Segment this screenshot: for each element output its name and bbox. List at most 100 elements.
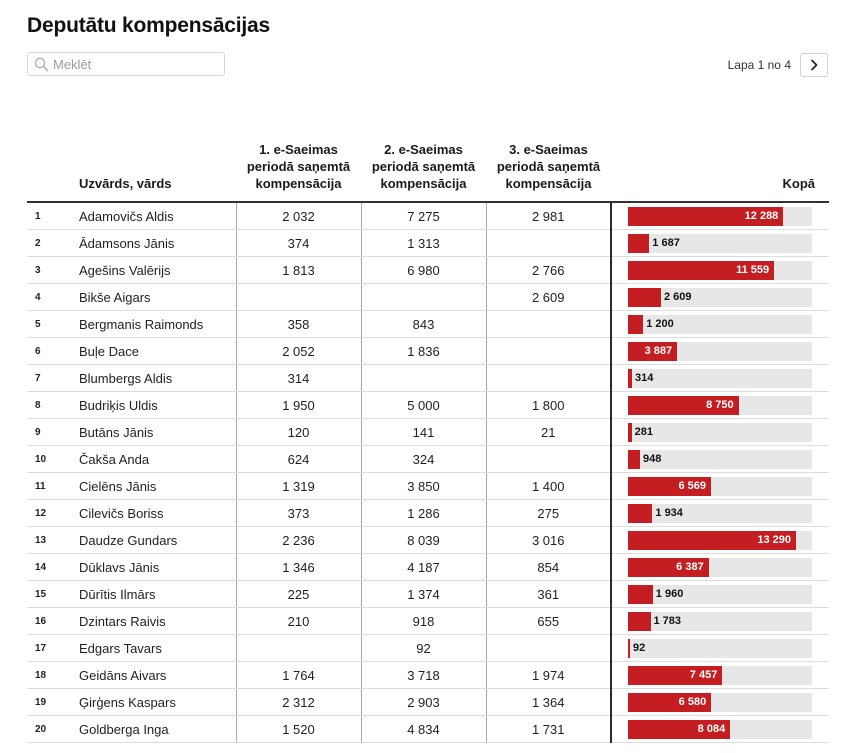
- search-input[interactable]: [53, 56, 213, 72]
- total-cell: 1 960: [610, 580, 829, 608]
- period1-cell: 374: [235, 229, 361, 257]
- header-name[interactable]: Uzvārds, vārds: [69, 104, 236, 203]
- total-bar: [628, 503, 653, 523]
- period1-cell: 358: [235, 310, 361, 338]
- table-row: 14 Dūklavs Jānis 1 346 4 187 854 6 387: [27, 553, 829, 581]
- period3-cell: 2 766: [485, 256, 611, 284]
- total-value: 92: [633, 641, 646, 654]
- table-row: 1 Adamovičs Aldis 2 032 7 275 2 981 12 2…: [27, 202, 829, 230]
- total-bar: [628, 530, 796, 550]
- rank-cell: 9: [27, 418, 69, 446]
- chevron-right-icon: [811, 59, 818, 71]
- rank-cell: 11: [27, 472, 69, 500]
- period2-cell: 5 000: [360, 391, 486, 419]
- period1-cell: 2 032: [235, 202, 361, 230]
- rank-cell: 19: [27, 688, 69, 716]
- total-value: 13 290: [757, 533, 791, 546]
- period2-cell: 1 374: [360, 580, 486, 608]
- next-page-button[interactable]: [800, 53, 828, 77]
- page-title: Deputātu kompensācijas: [27, 14, 271, 37]
- total-bar: [628, 314, 644, 334]
- period2-cell: 1 286: [360, 499, 486, 527]
- total-bar: [628, 341, 678, 361]
- rank-cell: 17: [27, 634, 69, 662]
- table-row: 13 Daudze Gundars 2 236 8 039 3 016 13 2…: [27, 526, 829, 554]
- table-row: 12 Cilevičs Boriss 373 1 286 275 1 934: [27, 499, 829, 527]
- period3-cell: 3 016: [485, 526, 611, 554]
- name-cell: Agešins Valērijs: [69, 256, 236, 284]
- table-row: 20 Goldberga Inga 1 520 4 834 1 731 8 08…: [27, 715, 829, 743]
- total-cell: 8 750: [610, 391, 829, 419]
- name-cell: Dūrītis Ilmārs: [69, 580, 236, 608]
- period3-cell: [485, 445, 611, 473]
- table-row: 8 Budriķis Uldis 1 950 5 000 1 800 8 750: [27, 391, 829, 419]
- period1-cell: 120: [235, 418, 361, 446]
- compensation-table: Uzvārds, vārds 1. e-Saeimas periodā saņe…: [27, 104, 829, 743]
- search-box[interactable]: [27, 52, 225, 76]
- total-value: 11 559: [736, 263, 770, 276]
- header-period2[interactable]: 2. e-Saeimas periodā saņemtā kompensācij…: [361, 104, 486, 203]
- period1-cell: 225: [235, 580, 361, 608]
- total-cell: 6 580: [610, 688, 829, 716]
- total-cell: 948: [610, 445, 829, 473]
- total-bar: [628, 611, 651, 631]
- total-bar-track: 6 387: [628, 557, 812, 577]
- total-value: 6 387: [676, 560, 704, 573]
- header-period1[interactable]: 1. e-Saeimas periodā saņemtā kompensācij…: [236, 104, 361, 203]
- period2-cell: 918: [360, 607, 486, 635]
- period1-cell: 2 236: [235, 526, 361, 554]
- table-row: 9 Butāns Jānis 120 141 21 281: [27, 418, 829, 446]
- header-total[interactable]: Kopā: [611, 104, 829, 203]
- period1-cell: 1 319: [235, 472, 361, 500]
- total-value: 2 609: [664, 290, 692, 303]
- period1-cell: 1 950: [235, 391, 361, 419]
- total-value: 7 457: [689, 668, 718, 681]
- rank-cell: 2: [27, 229, 69, 257]
- table-row: 18 Geidāns Aivars 1 764 3 718 1 974 7 45…: [27, 661, 829, 689]
- rank-cell: 16: [27, 607, 69, 635]
- total-value: 314: [635, 371, 654, 384]
- period2-cell: 324: [360, 445, 486, 473]
- rank-cell: 5: [27, 310, 69, 338]
- total-bar-track: 7 457: [628, 665, 812, 685]
- period3-cell: 361: [485, 580, 611, 608]
- rank-cell: 18: [27, 661, 69, 689]
- total-value: 8 084: [697, 722, 726, 735]
- name-cell: Daudze Gundars: [69, 526, 236, 554]
- period3-cell: 2 609: [485, 283, 611, 311]
- period3-cell: 21: [485, 418, 611, 446]
- page-indicator: Lapa 1 no 4: [727, 58, 791, 72]
- total-value: 8 750: [706, 398, 734, 411]
- period2-cell: 2 903: [360, 688, 486, 716]
- total-cell: 3 887: [610, 337, 829, 365]
- period2-cell: 92: [360, 634, 486, 662]
- total-value: 12 288: [744, 209, 779, 222]
- table-row: 16 Dzintars Raivis 210 918 655 1 783: [27, 607, 829, 635]
- period3-cell: 275: [485, 499, 611, 527]
- period2-cell: 1 836: [360, 337, 486, 365]
- header-rank: [27, 104, 69, 203]
- period3-cell: 1 364: [485, 688, 611, 716]
- total-bar-track: 11 559: [628, 260, 812, 280]
- total-bar: [628, 584, 653, 604]
- total-bar: [628, 395, 739, 415]
- total-bar-track: 1 960: [628, 584, 812, 604]
- period2-cell: 141: [360, 418, 486, 446]
- name-cell: Butāns Jānis: [69, 418, 236, 446]
- table-row: 19 Ģirģens Kaspars 2 312 2 903 1 364 6 5…: [27, 688, 829, 716]
- period1-cell: 1 520: [235, 715, 361, 743]
- total-bar: [628, 449, 640, 469]
- total-cell: 13 290: [610, 526, 829, 554]
- total-bar-track: 1 200: [628, 314, 812, 334]
- total-value: 1 687: [652, 236, 680, 249]
- period2-cell: 3 718: [360, 661, 486, 689]
- total-cell: 1 200: [610, 310, 829, 338]
- total-cell: 1 783: [610, 607, 829, 635]
- total-bar: [628, 233, 650, 253]
- total-value: 1 783: [653, 614, 682, 627]
- total-value: 6 580: [678, 695, 707, 708]
- header-period3[interactable]: 3. e-Saeimas periodā saņemtā kompensācij…: [486, 104, 611, 203]
- table-body: 1 Adamovičs Aldis 2 032 7 275 2 981 12 2…: [27, 202, 829, 743]
- total-bar: [628, 638, 630, 658]
- name-cell: Adamovičs Aldis: [69, 202, 236, 230]
